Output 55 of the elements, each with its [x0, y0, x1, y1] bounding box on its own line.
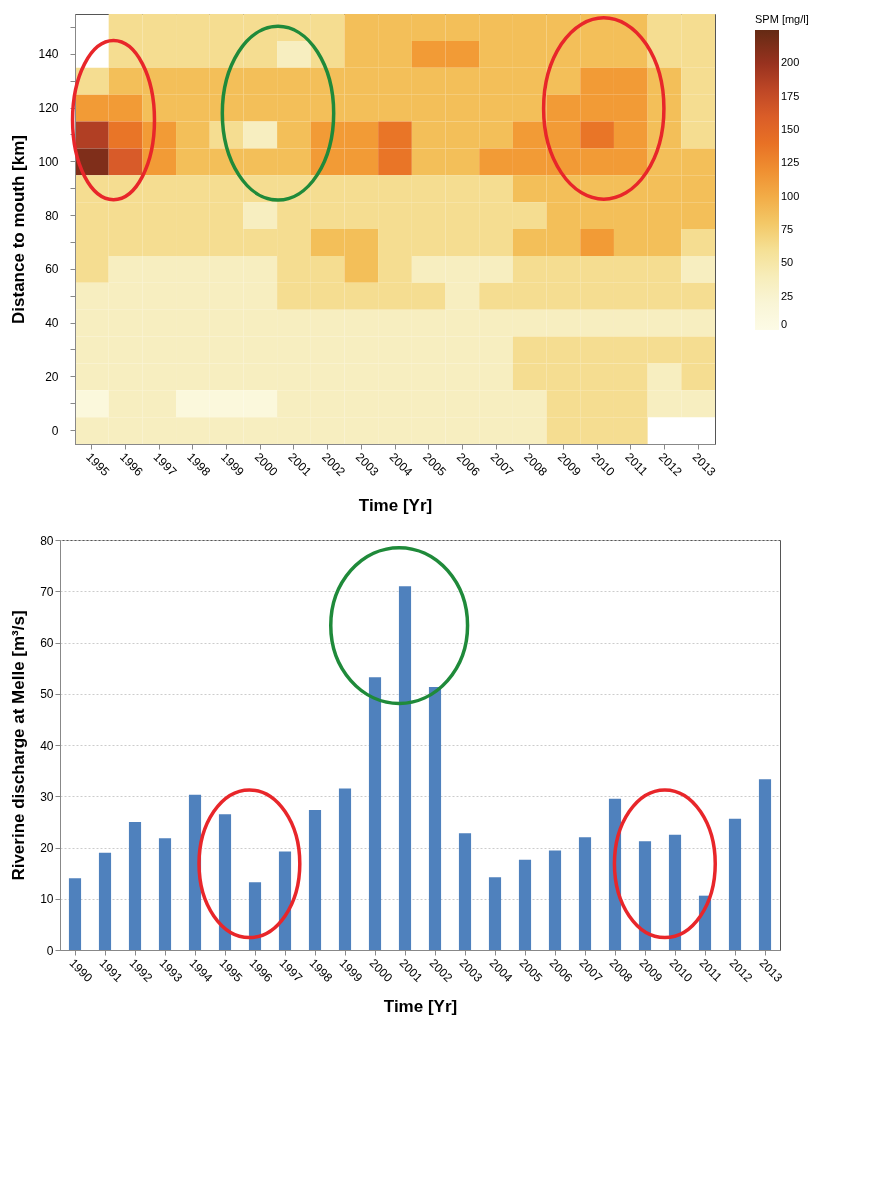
color-bar-title: SPM [mg/l]	[755, 13, 809, 25]
y-tick-label: 0	[51, 423, 59, 438]
bar	[548, 850, 562, 950]
y-axis-title: Distance to mouth [km]	[9, 135, 29, 324]
bar	[338, 788, 352, 950]
bar	[728, 818, 742, 950]
bar	[428, 687, 442, 950]
bar	[98, 852, 112, 950]
bar	[488, 877, 502, 950]
y-tick-label: 40	[40, 738, 54, 753]
y-tick-label: 40	[45, 316, 59, 331]
color-bar-label: 175	[781, 89, 800, 102]
color-bar-label: 75	[781, 223, 794, 235]
bar	[68, 878, 82, 950]
bar	[638, 841, 652, 950]
y-tick-label: 120	[38, 101, 59, 116]
color-bar-label: 100	[781, 189, 800, 202]
y-tick-label: 140	[38, 47, 59, 62]
color-bar-label: 200	[781, 56, 800, 69]
y-tick-label: 0	[46, 943, 54, 958]
bar	[188, 794, 202, 950]
y-tick-label: 20	[40, 841, 54, 855]
x-tick-label: 1997	[276, 956, 306, 986]
y-tick-label: 20	[45, 369, 59, 384]
bar	[158, 838, 172, 950]
bar	[248, 882, 262, 950]
color-bar-label: 150	[781, 123, 800, 135]
y-tick-label: 100	[38, 154, 59, 169]
x-tick-label: 1997	[150, 450, 180, 480]
x-axis-title: Time [Yr]	[383, 997, 458, 1017]
y-tick-label: 60	[40, 636, 54, 650]
bar	[458, 833, 472, 950]
bar	[398, 586, 412, 950]
color-bar-label: 0	[781, 318, 788, 330]
y-axis-title: Riverine discharge at Melle [m³/s]	[9, 610, 29, 881]
y-tick-label: 70	[40, 584, 54, 599]
y-tick-label: 50	[40, 687, 54, 702]
y-tick-label: 80	[40, 533, 54, 548]
bar	[668, 834, 682, 950]
y-tick-label: 60	[45, 262, 59, 277]
color-bar-label: 50	[781, 256, 794, 269]
bar	[218, 814, 232, 950]
bar	[368, 677, 382, 950]
bar	[278, 851, 292, 950]
y-tick-label: 10	[40, 892, 54, 907]
bar	[128, 821, 142, 950]
color-bar-label: 125	[781, 156, 800, 169]
x-axis-title: Time [Yr]	[358, 496, 433, 516]
color-bar-label: 25	[781, 289, 794, 302]
bar	[518, 859, 532, 950]
bar	[308, 810, 322, 950]
y-tick-label: 30	[40, 789, 54, 804]
bar	[578, 837, 592, 950]
y-tick-label: 80	[45, 208, 59, 223]
bar	[758, 779, 772, 950]
